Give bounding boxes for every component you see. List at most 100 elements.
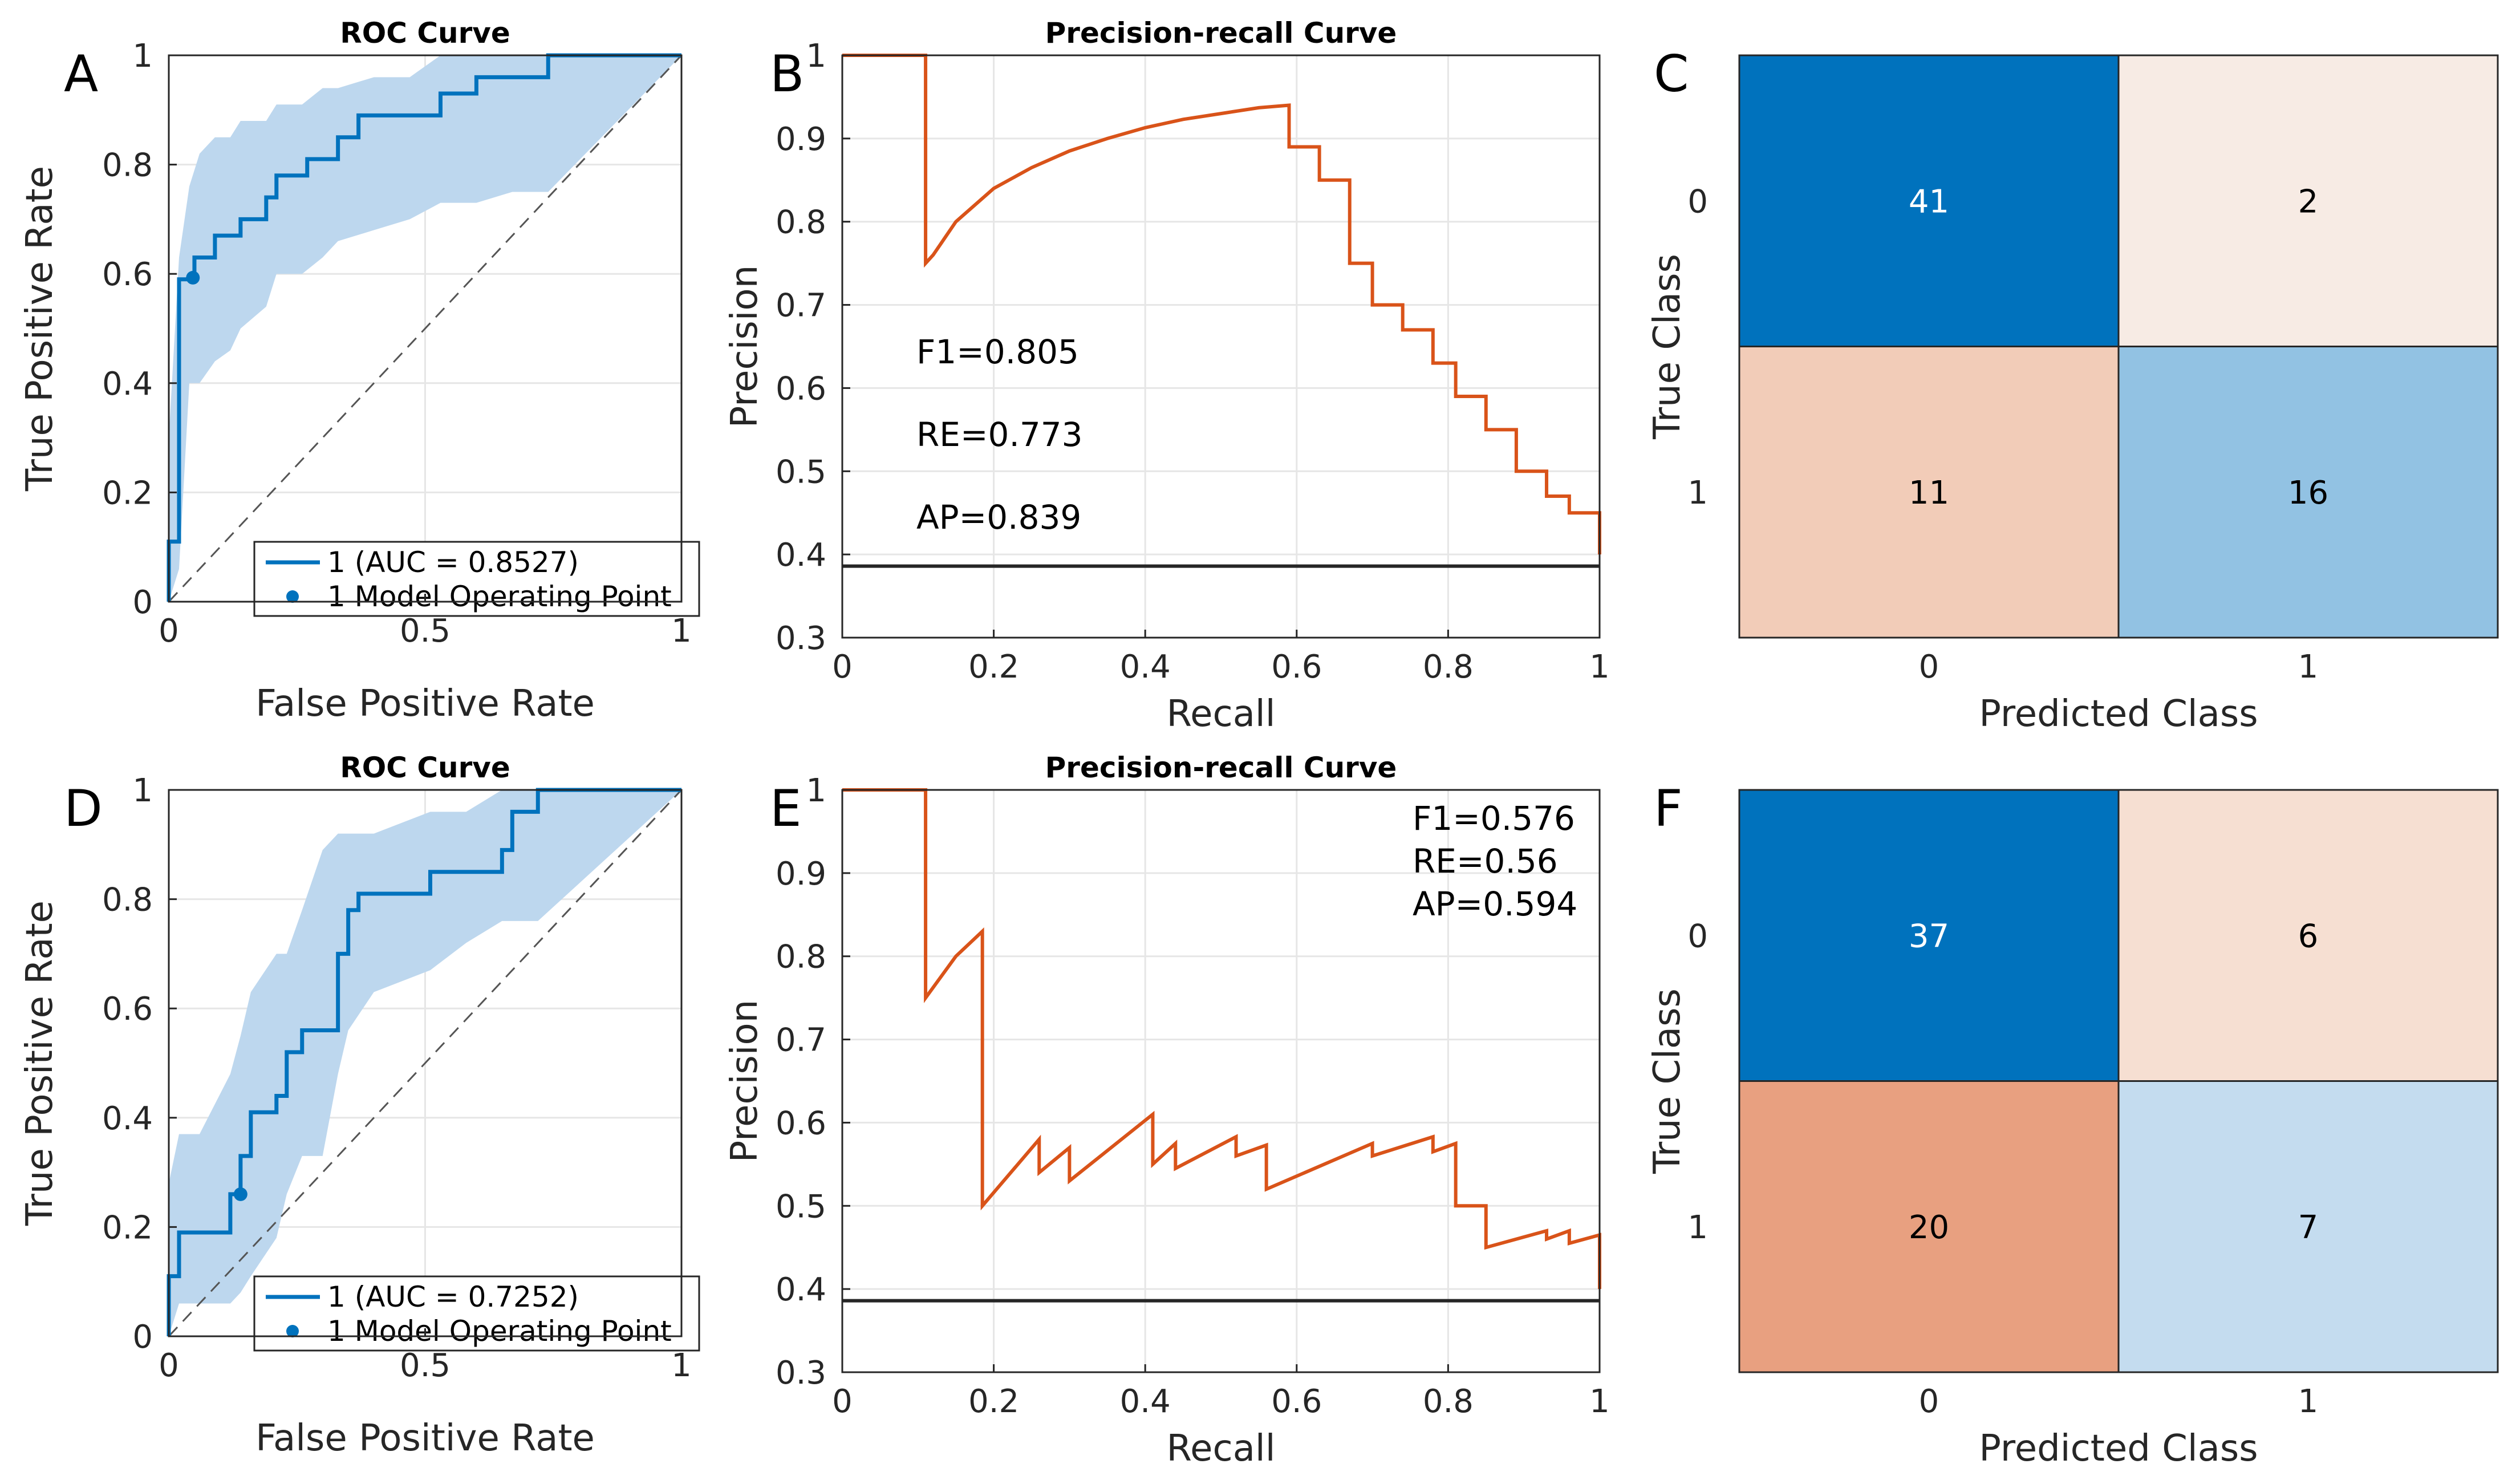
x-tick-label: 0.5 — [400, 613, 451, 650]
panel-e: E Precision-recall Curve F1=0.576 RE=0.56 AP… — [724, 751, 1610, 1470]
y-tick-label: 0.3 — [776, 620, 826, 657]
panel-d: D ROC Curve 1 (AUC = 0.7252)1 Model Operat… — [19, 751, 700, 1459]
annotation-ap: AP=0.594 — [1413, 885, 1577, 923]
cm-value-0-1: 6 — [2298, 918, 2319, 955]
cm-value-1-0: 11 — [1909, 475, 1949, 512]
legend-point-swatch — [286, 1325, 299, 1337]
y-tick-label: 0.8 — [776, 939, 826, 976]
legend-point-swatch — [286, 590, 299, 603]
cm-value-0-0: 41 — [1909, 183, 1949, 220]
cm-value-0-1: 2 — [2298, 183, 2319, 220]
legend-box — [253, 1275, 700, 1352]
y-tick-label: 0.8 — [102, 147, 153, 184]
legend: 1 (AUC = 0.7252)1 Model Operating Point — [253, 1275, 700, 1352]
x-tick-label: 0 — [159, 613, 179, 650]
y-tick-label: 0.9 — [776, 855, 826, 893]
chart-title: Precision-recall Curve — [1045, 751, 1397, 784]
y-tick-label: 0.7 — [776, 287, 826, 325]
x-axis-label: False Positive Rate — [255, 1417, 595, 1459]
x-tick-label: 0 — [832, 648, 853, 686]
cm-cell-0-0 — [1738, 789, 2120, 1082]
y-axis-label: Precision — [724, 265, 766, 428]
panel-f: F 37 6 20 7 0 1 0 1 Predicted Class True Class — [1646, 779, 2499, 1470]
annotation-re: RE=0.56 — [1413, 842, 1558, 881]
y-axis-label: True Positive Rate — [19, 166, 61, 492]
x-tick-label: 1 — [671, 613, 692, 650]
x-tick-label: 0.4 — [1120, 1383, 1171, 1420]
annotation-ap: AP=0.839 — [916, 498, 1081, 537]
y-tick-label: 0 — [132, 1319, 153, 1356]
y-tick-label: 0.5 — [776, 453, 826, 490]
x-tick-label: 1 — [1589, 1383, 1610, 1420]
cm-value-1-0: 20 — [1909, 1209, 1949, 1246]
tick-labels: 0 0.5 1 0 0.2 0.4 0.6 0.8 1 — [102, 772, 692, 1384]
x-tick-label: 1 — [671, 1347, 692, 1384]
cm-cell-1-1 — [2117, 346, 2499, 639]
cm-cell-1-0 — [1738, 1080, 2120, 1373]
y-tick-label: 0.5 — [776, 1188, 826, 1225]
legend-entry-roc: 1 (AUC = 0.7252) — [327, 1280, 579, 1313]
legend-entry-operating-point: 1 Model Operating Point — [327, 580, 672, 613]
x-tick-label: 0.2 — [968, 1383, 1019, 1420]
y-tick-label: 0.4 — [102, 366, 153, 403]
y-tick-label: 0.6 — [102, 256, 153, 293]
y-axis-label: Precision — [724, 1000, 766, 1163]
panel-letter-b: B — [770, 44, 804, 103]
axes-box — [841, 54, 1601, 639]
pr-curve-line — [842, 54, 1601, 555]
cm-value-1-1: 16 — [2288, 475, 2328, 512]
panel-letter-c: C — [1654, 44, 1689, 103]
cm-value-1-1: 7 — [2298, 1209, 2319, 1246]
y-tick-label: 0.4 — [102, 1100, 153, 1137]
cm-x-tick-label: 0 — [1919, 648, 1939, 686]
y-tick-label: 0.2 — [102, 475, 153, 512]
cm-x-tick-label: 1 — [2298, 1383, 2319, 1420]
x-axis-label: Recall — [1167, 693, 1276, 735]
cm-x-axis-label: Predicted Class — [1979, 1428, 2258, 1470]
cm-x-axis-label: Predicted Class — [1979, 693, 2258, 735]
operating-point-marker — [233, 1187, 247, 1201]
panel-b: B Precision-recall Curve F1=0.805 RE=0.773 A… — [724, 17, 1610, 735]
tick-labels: 0 0.5 1 0 0.2 0.4 0.6 0.8 1 — [102, 38, 692, 650]
panel-letter-e: E — [770, 779, 802, 838]
y-tick-label: 0.8 — [776, 204, 826, 241]
panel-a: A ROC Curve 1 (AUC = 0.8527)1 Model Operat… — [19, 17, 700, 725]
cm-cell-0-1 — [2117, 789, 2499, 1082]
x-tick-label: 0.8 — [1423, 1383, 1474, 1420]
roc-curve-line — [167, 788, 681, 1336]
confidence-band — [169, 55, 681, 602]
panel-letter-f: F — [1654, 779, 1683, 838]
y-tick-label: 0.6 — [776, 1105, 826, 1142]
y-tick-label: 1 — [132, 772, 153, 809]
x-tick-label: 0 — [832, 1383, 853, 1420]
cm-y-axis-label: True Class — [1646, 988, 1689, 1174]
cm-y-tick-label: 0 — [1687, 183, 1708, 220]
x-tick-label: 0.6 — [1271, 648, 1322, 686]
y-tick-label: 1 — [806, 38, 826, 75]
x-tick-label: 0.2 — [968, 648, 1019, 686]
y-tick-label: 0.6 — [102, 991, 153, 1028]
panel-c: C 41 2 11 16 0 1 0 1 Predicted Class True Class — [1646, 44, 2499, 735]
y-tick-label: 0.6 — [776, 370, 826, 407]
annotation-f1: F1=0.576 — [1413, 799, 1575, 838]
tick-labels: 0 0.2 0.4 0.6 0.8 1 0.3 0.4 0.5 0.6 0.7 0.8 0.9 1 — [776, 772, 1610, 1420]
confidence-band — [169, 790, 681, 1336]
axes-box — [841, 789, 1601, 1373]
cm-y-axis-label: True Class — [1646, 254, 1689, 440]
x-tick-label: 0.5 — [400, 1347, 451, 1384]
chance-diagonal — [168, 789, 683, 1337]
tick-labels: 0 0.2 0.4 0.6 0.8 1 0.3 0.4 0.5 0.6 0.7 0.8 0.9 1 — [776, 38, 1610, 686]
x-tick-label: 0.8 — [1423, 648, 1474, 686]
pr-curve-line — [842, 788, 1601, 1290]
y-tick-label: 1 — [132, 38, 153, 75]
y-tick-label: 0.9 — [776, 121, 826, 158]
x-tick-label: 1 — [1589, 648, 1610, 686]
y-tick-label: 0.4 — [776, 1271, 826, 1308]
chart-title: Precision-recall Curve — [1045, 17, 1397, 50]
cm-y-tick-label: 1 — [1687, 1209, 1708, 1246]
x-axis-label: False Positive Rate — [255, 683, 595, 725]
y-tick-label: 1 — [806, 772, 826, 809]
legend-entry-roc: 1 (AUC = 0.8527) — [327, 546, 579, 579]
cm-y-tick-label: 0 — [1687, 918, 1708, 955]
